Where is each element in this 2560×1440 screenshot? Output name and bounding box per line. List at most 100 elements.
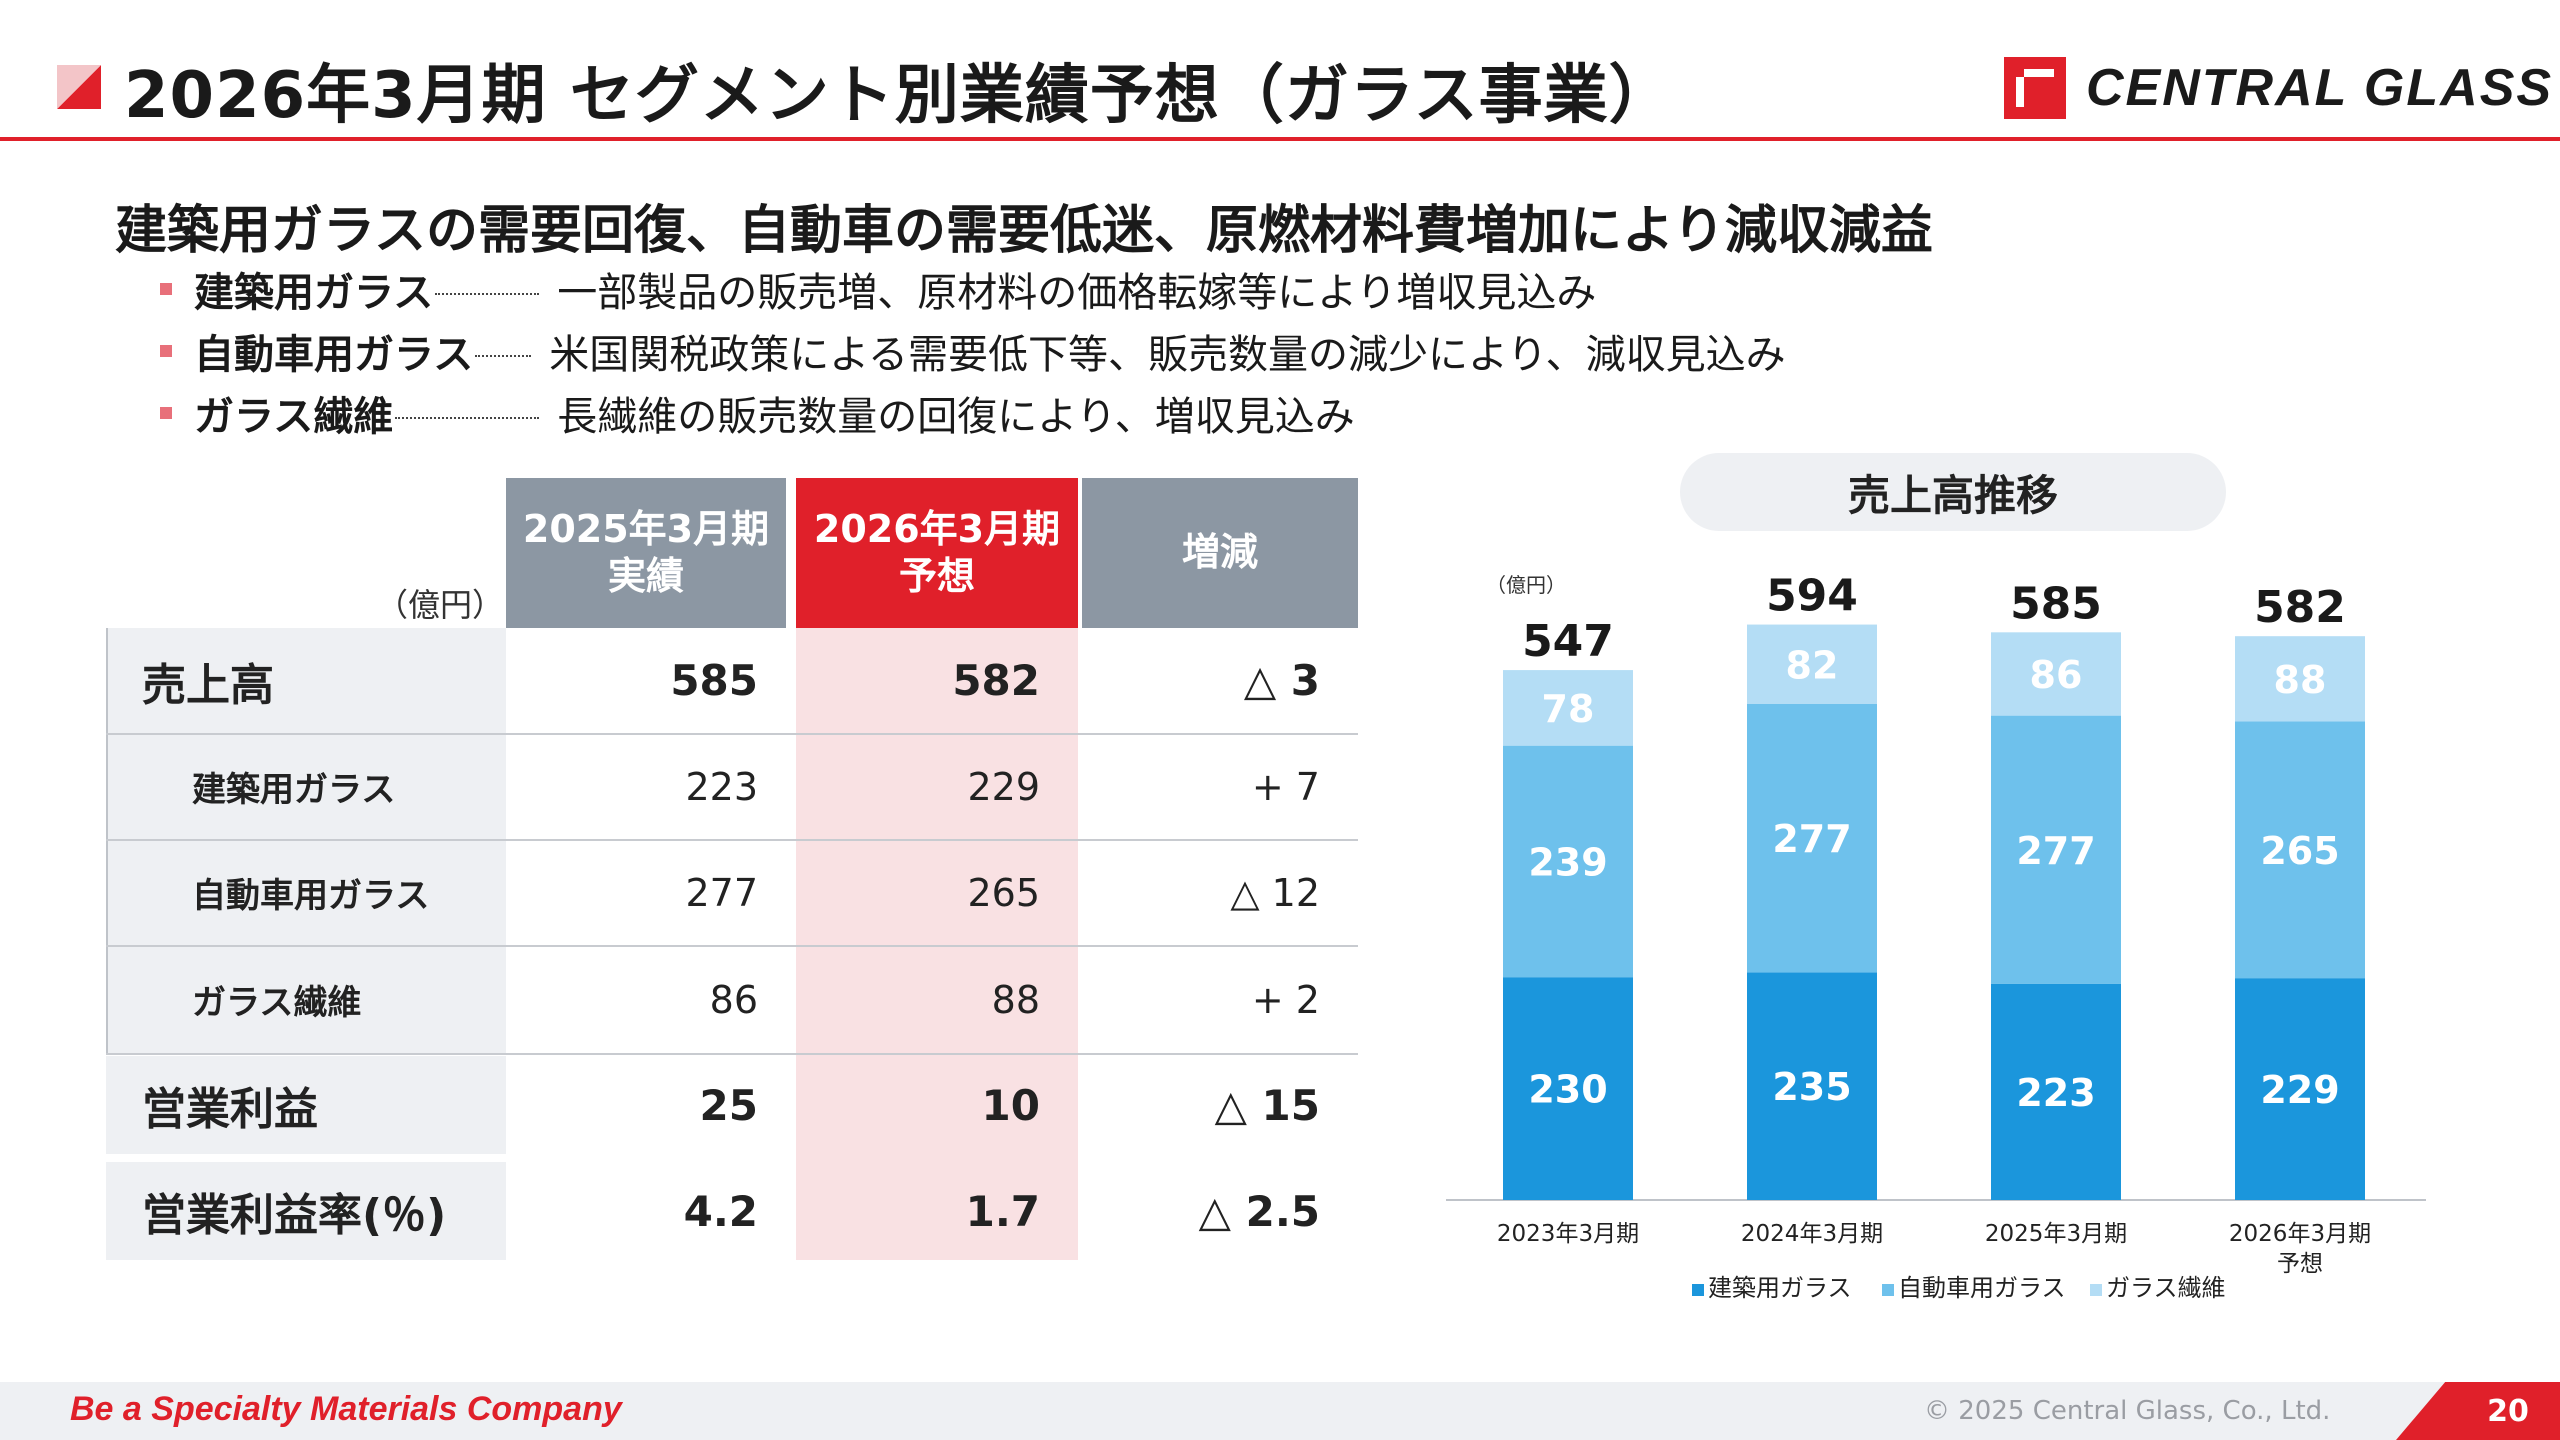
cell-operating-margin-fy2026: 1.7 xyxy=(965,1186,1040,1236)
slide-header: 2026年3月期 セグメント別業績予想（ガラス事業） CENTRAL GLASS xyxy=(0,0,2560,141)
label-bg-operating-margin xyxy=(106,1162,506,1260)
header-line1: 増減 xyxy=(1181,530,1258,575)
page-number: 20 xyxy=(2487,1394,2529,1429)
row-label-architectural: 建築用ガラス xyxy=(192,770,396,810)
legend-swatch xyxy=(1692,1284,1704,1296)
bar-total-label: 582 xyxy=(2254,582,2346,633)
bullet-text: 長繊維の販売数量の回復により、増収見込み xyxy=(557,394,1355,440)
page-title: 2026年3月期 セグメント別業績予想（ガラス事業） xyxy=(124,59,1674,133)
x-tick-label: 2023年3月期 xyxy=(1497,1221,1639,1247)
sales-trend-chart: 売上高推移 （億円） 230 239 78 547 2023年3月期 235 277 82 594… xyxy=(1430,450,2450,1330)
chart-canvas: （億円） 230 239 78 547 2023年3月期 235 277 82 594 2024年3… xyxy=(1446,571,2426,1302)
row-divider xyxy=(106,839,1358,841)
cell-automotive-fy2025: 277 xyxy=(685,870,758,915)
cell-operating-income-fy2025: 25 xyxy=(699,1080,758,1130)
x-tick-label: 2024年3月期 xyxy=(1741,1221,1883,1247)
cell-operating-margin-fy2025: 4.2 xyxy=(683,1186,758,1236)
row-label-operating-margin: 営業利益率(％) xyxy=(142,1190,447,1241)
bar-value-label: 239 xyxy=(1528,840,1607,884)
bullet-key: ガラス繊維 xyxy=(194,394,394,440)
leader-dots xyxy=(435,293,540,295)
header-line2: 実績 xyxy=(607,554,684,598)
x-tick-label: 2025年3月期 xyxy=(1985,1221,2127,1247)
segment-forecast-table: （億円） 2025年3月期 実績 2026年3月期 予想 増減 売上高 585 58… xyxy=(106,478,1358,1260)
header-line2: 予想 xyxy=(898,554,975,598)
row-label-glass-fiber: ガラス繊維 xyxy=(192,983,362,1023)
header-line1: 2025年3月期 xyxy=(522,506,770,551)
legend-swatch xyxy=(2090,1284,2102,1296)
logo-text: CENTRAL GLASS xyxy=(2086,59,2554,117)
cell-architectural-fy2026: 229 xyxy=(967,764,1040,809)
bar-segment xyxy=(1503,745,1633,978)
bar-segment xyxy=(1503,670,1633,746)
bar-value-label: 223 xyxy=(2016,1071,2095,1115)
cell-automotive-fy2026: 265 xyxy=(967,870,1040,915)
bar-segment xyxy=(1991,632,2121,716)
summary-bullets: 建築用ガラス 一部製品の販売増、原材料の価格転嫁等により増収見込み 自動車用ガラ… xyxy=(160,258,1786,444)
bar-total-label: 547 xyxy=(1522,616,1614,667)
logo-mark-icon xyxy=(2004,57,2066,119)
cell-glass-fiber-diff: + 2 xyxy=(1251,977,1320,1022)
bar-value-label: 86 xyxy=(2030,653,2083,697)
header-diff: 増減 xyxy=(1078,478,1358,628)
bar-value-label: 277 xyxy=(2016,829,2095,873)
cell-operating-margin-diff: △ 2.5 xyxy=(1198,1186,1320,1236)
slide-footer: Be a Specialty Materials Company © 2025 … xyxy=(0,1382,2560,1440)
bar-value-label: 88 xyxy=(2274,658,2327,702)
bar-segment xyxy=(2235,978,2365,1200)
bar-total-label: 594 xyxy=(1766,571,1858,622)
row-label-automotive: 自動車用ガラス xyxy=(192,876,430,916)
cell-glass-fiber-fy2026: 88 xyxy=(991,977,1040,1022)
title-marker-icon xyxy=(57,65,101,109)
bar-segment xyxy=(1991,715,2121,984)
footer-copyright: © 2025 Central Glass, Co., Ltd. xyxy=(1924,1396,2331,1426)
bar-total-label: 585 xyxy=(2010,578,2102,629)
unit-label: （億円） xyxy=(376,586,505,624)
bullet-key: 自動車用ガラス xyxy=(194,332,474,378)
bar-value-label: 78 xyxy=(1542,687,1595,731)
bar-segment xyxy=(2235,721,2365,979)
cell-operating-income-fy2026: 10 xyxy=(981,1080,1040,1130)
bullet-marker xyxy=(160,407,172,419)
bullet-text: 一部製品の販売増、原材料の価格転嫁等により増収見込み xyxy=(557,270,1597,316)
legend-swatch xyxy=(1882,1284,1894,1296)
chart-title: 売上高推移 xyxy=(1680,453,2226,531)
bullet-marker xyxy=(160,283,172,295)
bar-value-label: 265 xyxy=(2260,829,2339,873)
chart-unit-label: （億円） xyxy=(1486,573,1566,597)
cell-sales-fy2025: 585 xyxy=(670,656,758,705)
row-divider xyxy=(106,945,1358,947)
bullet-text: 米国関税政策による需要低下等、販売数量の減少により、減収見込み xyxy=(549,332,1786,378)
row-divider xyxy=(106,1053,1358,1055)
x-tick-label: 2026年3月期 xyxy=(2229,1221,2371,1247)
header-line1: 2026年3月期 xyxy=(813,506,1061,551)
bullet-automotive: 自動車用ガラス 米国関税政策による需要低下等、販売数量の減少により、減収見込み xyxy=(160,320,1786,382)
bar-segment xyxy=(1503,977,1633,1200)
cell-architectural-diff: + 7 xyxy=(1251,764,1320,809)
bar-value-label: 235 xyxy=(1772,1065,1851,1109)
cell-sales-fy2026: 582 xyxy=(952,656,1040,705)
x-tick-label: 予想 xyxy=(2277,1251,2323,1277)
row-label-sales: 売上高 xyxy=(142,659,274,711)
bar-segment xyxy=(1747,704,1877,973)
bar-value-label: 277 xyxy=(1772,817,1851,861)
company-logo: CENTRAL GLASS xyxy=(2004,56,2553,120)
summary-headline: 建築用ガラスの需要回復、自動車の需要低迷、原燃材料費増加により減収減益 xyxy=(115,201,1933,261)
legend-label: 建築用ガラス xyxy=(1708,1274,1852,1302)
row-divider xyxy=(106,733,1358,735)
cell-operating-income-diff: △ 15 xyxy=(1214,1080,1320,1130)
bar-segment xyxy=(1747,624,1877,704)
bar-value-label: 230 xyxy=(1528,1068,1607,1112)
header-fy2025: 2025年3月期 実績 xyxy=(506,478,786,628)
leader-dots xyxy=(395,417,540,419)
bar-segment xyxy=(1747,972,1877,1200)
cell-automotive-diff: △ 12 xyxy=(1230,870,1320,915)
bar-value-label: 82 xyxy=(1786,643,1839,687)
leader-dots xyxy=(475,355,532,357)
bullet-architectural: 建築用ガラス 一部製品の販売増、原材料の価格転嫁等により増収見込み xyxy=(160,258,1786,320)
label-bg-operating-income xyxy=(106,1056,506,1154)
bullet-marker xyxy=(160,345,172,357)
bar-segment xyxy=(2235,636,2365,722)
footer-tagline: Be a Specialty Materials Company xyxy=(70,1390,622,1428)
header-fy2026: 2026年3月期 予想 xyxy=(796,478,1078,628)
